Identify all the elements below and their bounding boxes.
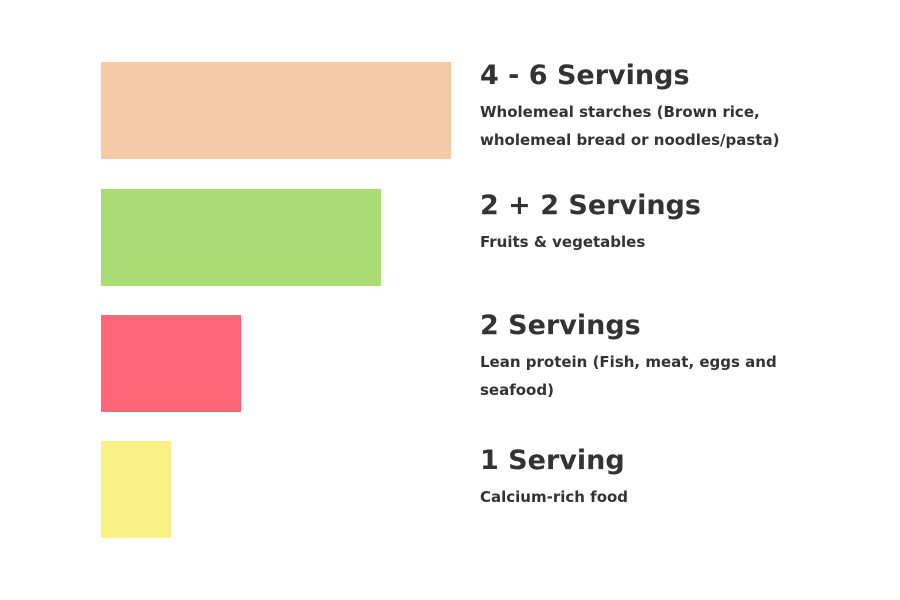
serving-label-0: 4 - 6 Servings Wholemeal starches (Brown… — [480, 58, 880, 154]
serving-bar-2 — [101, 315, 241, 412]
serving-title-2: 2 Servings — [480, 310, 641, 341]
serving-label-2: 2 Servings Lean protein (Fish, meat, egg… — [480, 308, 880, 404]
serving-bar-1 — [101, 189, 381, 286]
serving-title-0: 4 - 6 Servings — [480, 60, 690, 91]
serving-title-1: 2 + 2 Servings — [480, 190, 701, 221]
serving-title-3: 1 Serving — [480, 445, 625, 476]
serving-description-1: Fruits & vegetables — [480, 233, 646, 251]
serving-description-2: Lean protein (Fish, meat, eggs and seafo… — [480, 353, 777, 399]
serving-bar-0 — [101, 62, 451, 159]
serving-description-3: Calcium-rich food — [480, 488, 629, 506]
serving-label-1: 2 + 2 Servings Fruits & vegetables — [480, 188, 880, 256]
serving-bar-3 — [101, 441, 171, 538]
serving-label-3: 1 Serving Calcium-rich food — [480, 443, 880, 511]
serving-description-0: Wholemeal starches (Brown rice, wholemea… — [480, 103, 780, 149]
